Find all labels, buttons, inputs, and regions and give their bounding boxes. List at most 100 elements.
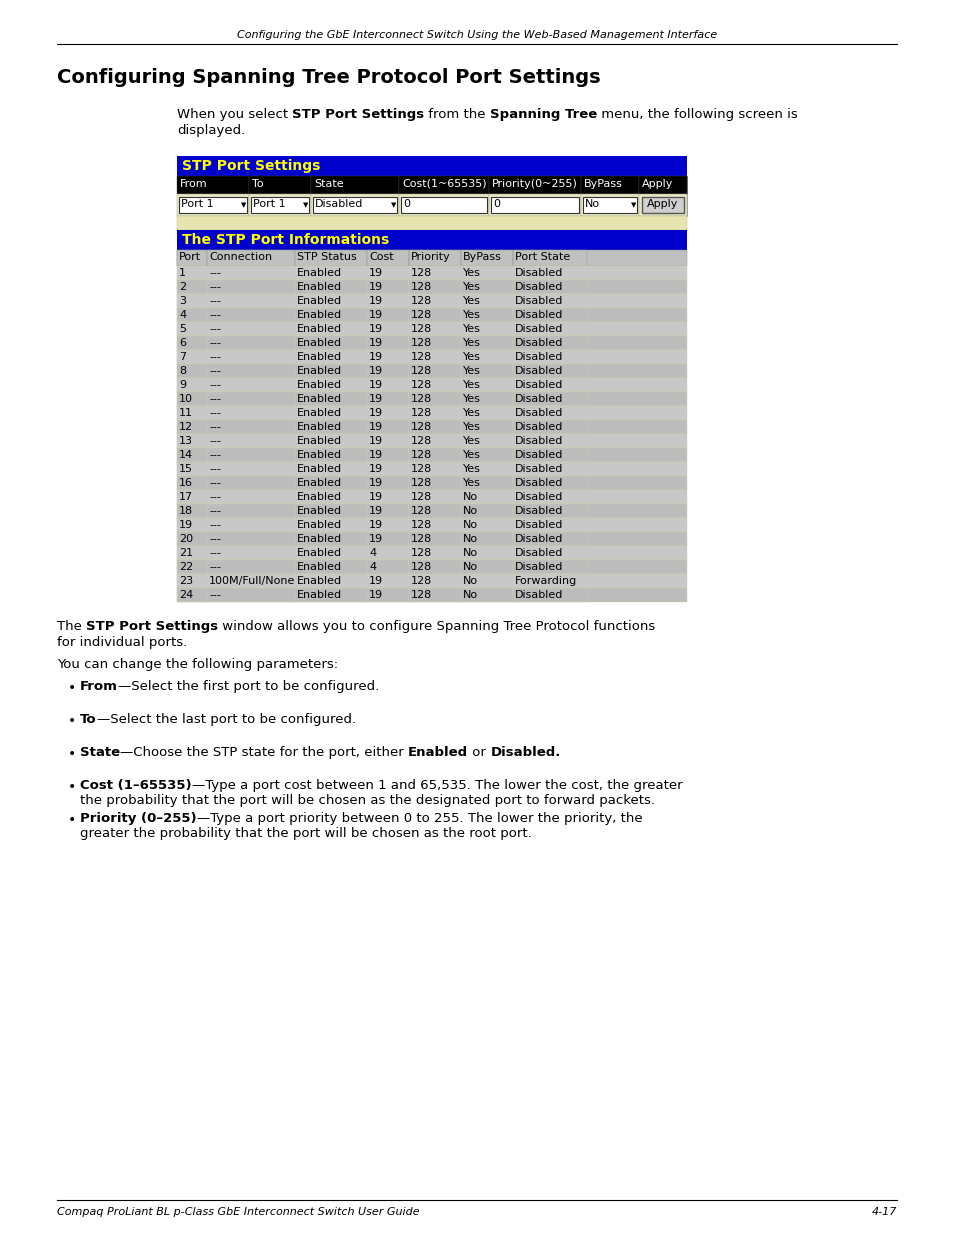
Text: —Choose the STP state for the port, either: —Choose the STP state for the port, eith…	[120, 746, 408, 760]
Text: —Type a port priority between 0 to 255. The lower the priority, the: —Type a port priority between 0 to 255. …	[196, 811, 641, 825]
Text: Yes: Yes	[462, 366, 480, 375]
Text: 19: 19	[369, 464, 383, 474]
Bar	[207, 517, 294, 532]
Bar	[639, 194, 686, 216]
Text: window allows you to configure Spanning Tree Protocol functions: window allows you to configure Spanning …	[218, 620, 655, 634]
Text: ---: ---	[209, 520, 221, 530]
Text: ---: ---	[209, 296, 221, 306]
Bar	[460, 559, 513, 574]
Bar	[177, 194, 686, 216]
Bar	[251, 198, 309, 212]
Bar	[177, 448, 686, 462]
Bar	[367, 433, 409, 448]
Bar	[177, 378, 207, 391]
Text: Configuring Spanning Tree Protocol Port Settings: Configuring Spanning Tree Protocol Port …	[57, 68, 600, 86]
Text: Disabled: Disabled	[515, 520, 563, 530]
Text: 128: 128	[411, 422, 432, 432]
Text: Cost (1–65535): Cost (1–65535)	[80, 779, 192, 792]
Bar	[177, 420, 686, 433]
Text: ---: ---	[209, 464, 221, 474]
Bar	[367, 350, 409, 364]
Bar	[177, 378, 686, 391]
Text: Enabled: Enabled	[296, 310, 342, 320]
Bar	[294, 433, 367, 448]
Text: Yes: Yes	[462, 394, 480, 404]
Text: ---: ---	[209, 408, 221, 417]
Text: 19: 19	[179, 520, 193, 530]
Text: 128: 128	[411, 450, 432, 459]
Bar	[177, 364, 207, 378]
Bar	[177, 574, 686, 588]
Bar	[177, 156, 686, 177]
Bar	[489, 177, 580, 194]
Text: 5: 5	[179, 324, 186, 333]
Text: No: No	[462, 534, 477, 543]
Bar	[177, 504, 686, 517]
Bar	[177, 546, 207, 559]
Bar	[582, 198, 637, 212]
Text: Yes: Yes	[462, 268, 480, 278]
Bar	[409, 266, 460, 280]
Text: Enabled: Enabled	[296, 394, 342, 404]
Bar	[409, 350, 460, 364]
Text: ---: ---	[209, 422, 221, 432]
Text: State: State	[314, 179, 343, 189]
Text: ▼: ▼	[630, 203, 636, 207]
Bar	[513, 364, 586, 378]
Bar	[580, 194, 639, 216]
Text: Disabled: Disabled	[515, 408, 563, 417]
Text: 128: 128	[411, 268, 432, 278]
Bar	[460, 532, 513, 546]
Bar	[177, 559, 207, 574]
Text: Disabled: Disabled	[515, 282, 563, 291]
Bar	[460, 490, 513, 504]
Text: Port 1: Port 1	[253, 199, 285, 209]
Bar	[367, 574, 409, 588]
Text: —Select the first port to be configured.: —Select the first port to be configured.	[118, 680, 378, 693]
Text: Port: Port	[179, 252, 201, 262]
Text: 2: 2	[179, 282, 186, 291]
Text: 6: 6	[179, 338, 186, 348]
Bar	[207, 504, 294, 517]
Bar	[460, 249, 513, 266]
Bar	[294, 249, 367, 266]
Bar	[294, 475, 367, 490]
Text: No: No	[584, 199, 599, 209]
Bar	[294, 559, 367, 574]
Bar	[489, 194, 580, 216]
Bar	[409, 588, 460, 601]
Bar	[207, 588, 294, 601]
Bar	[460, 378, 513, 391]
Bar	[177, 336, 207, 350]
Text: ByPass: ByPass	[462, 252, 501, 262]
Bar	[177, 462, 207, 475]
Bar	[409, 249, 460, 266]
Text: ---: ---	[209, 534, 221, 543]
Text: 19: 19	[369, 478, 383, 488]
Bar	[409, 448, 460, 462]
Text: ---: ---	[209, 380, 221, 390]
Text: 128: 128	[411, 380, 432, 390]
Bar	[311, 194, 398, 216]
Text: 19: 19	[369, 492, 383, 501]
Text: ---: ---	[209, 394, 221, 404]
Text: Cost: Cost	[369, 252, 394, 262]
Text: 19: 19	[369, 380, 383, 390]
Text: 100M/Full/None: 100M/Full/None	[209, 576, 295, 585]
Bar	[460, 294, 513, 308]
Text: STP Port Settings: STP Port Settings	[86, 620, 218, 634]
Bar	[177, 475, 686, 490]
Text: To: To	[80, 713, 96, 726]
Text: 128: 128	[411, 492, 432, 501]
Bar	[513, 462, 586, 475]
Text: 128: 128	[411, 436, 432, 446]
Bar	[513, 322, 586, 336]
Text: 128: 128	[411, 352, 432, 362]
Bar	[460, 420, 513, 433]
Text: No: No	[462, 506, 477, 516]
Bar	[177, 574, 207, 588]
Bar	[409, 336, 460, 350]
Text: ---: ---	[209, 352, 221, 362]
Text: Enabled: Enabled	[296, 408, 342, 417]
Bar	[294, 448, 367, 462]
